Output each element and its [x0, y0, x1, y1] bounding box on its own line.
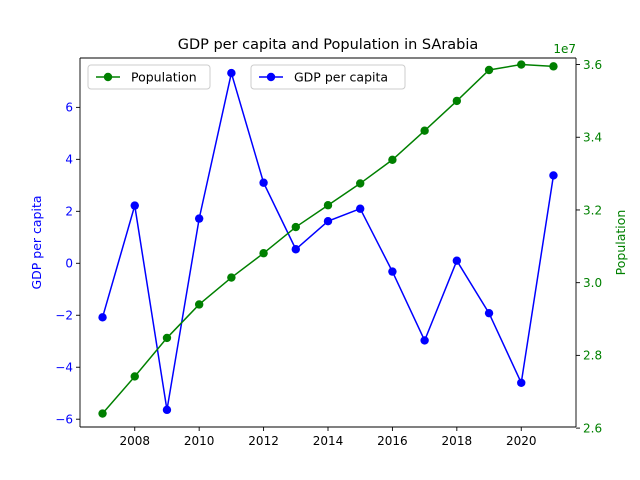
data-point: [484, 308, 494, 318]
data-point: [420, 126, 429, 135]
data-point: [549, 62, 558, 71]
data-point: [291, 222, 300, 232]
legend-upper-center: GDP per capita: [250, 64, 406, 90]
data-point: [98, 313, 107, 322]
x-tick-label: 2018: [442, 434, 473, 448]
y-tick-label-right: 2.8: [583, 349, 602, 363]
data-point: [162, 405, 172, 415]
legend-box: [87, 64, 211, 90]
legend-label: Population: [131, 69, 197, 84]
data-point: [549, 171, 558, 180]
legend-box: [250, 64, 406, 90]
data-point: [130, 372, 139, 381]
data-point: [356, 204, 365, 213]
data-point: [227, 68, 236, 78]
data-point: [356, 179, 365, 188]
y-axis-offset-text: 1e7: [553, 42, 576, 56]
data-point: [484, 65, 494, 75]
series-layer: [98, 60, 558, 418]
x-tick-label: 2016: [377, 434, 408, 448]
y-tick-label-right: 3.6: [583, 58, 602, 72]
data-point: [259, 178, 268, 187]
data-point: [452, 256, 462, 265]
y-tick-label-right: 3.4: [583, 131, 602, 145]
legend-upper-left: Population: [87, 64, 211, 90]
legend-marker: [266, 72, 276, 82]
data-point: [162, 333, 172, 343]
y-tick-label-left: 6: [65, 101, 73, 115]
y-tick-label-right: 2.6: [583, 421, 602, 435]
data-point: [388, 267, 397, 276]
data-point: [194, 214, 204, 223]
data-point: [452, 96, 462, 106]
y-tick-label-left: 2: [65, 205, 73, 219]
x-tick-label: 2010: [184, 434, 215, 448]
series-population: [98, 60, 558, 418]
x-tick-label: 2020: [506, 434, 537, 448]
y-axis-label-left: GDP per capita: [29, 195, 44, 289]
y-tick-label-left: −6: [55, 413, 73, 427]
legend-layer: Population GDP per capita: [87, 64, 406, 90]
y-tick-label-left: −4: [55, 361, 73, 375]
y-tick-label-left: −2: [55, 309, 73, 323]
legend-marker: [103, 72, 113, 82]
data-point: [227, 273, 236, 282]
data-point: [194, 300, 204, 309]
x-tick-label: 2014: [313, 434, 344, 448]
x-tick-label: 2012: [248, 434, 279, 448]
y-tick-label-right: 3.0: [583, 276, 602, 290]
y-axis-label-right: Population: [613, 210, 628, 276]
data-point: [323, 201, 333, 210]
x-tick-label: 2008: [119, 434, 150, 448]
data-point: [98, 409, 107, 418]
y-tick-label-left: 0: [65, 257, 73, 271]
y-tick-label-right: 3.2: [583, 203, 602, 217]
legend-label: GDP per capita: [294, 69, 388, 84]
data-point: [323, 216, 333, 226]
data-point: [130, 201, 139, 210]
data-point: [517, 60, 526, 69]
plot-background: [80, 58, 576, 427]
data-point: [420, 336, 429, 345]
ticks-layer: 2008 2010 2012 2014 2016 2018 2020 −6 −4 −2 0 2 4 6 2.…: [55, 58, 602, 448]
data-point: [291, 245, 300, 254]
y-tick-label-left: 4: [65, 153, 73, 167]
chart-title: GDP per capita and Population in SArabia: [178, 37, 479, 53]
data-point: [388, 155, 397, 164]
plot-area: [80, 58, 576, 427]
data-point: [259, 249, 268, 258]
data-point: [517, 378, 526, 388]
series-gdp-per-capita: [98, 68, 558, 415]
